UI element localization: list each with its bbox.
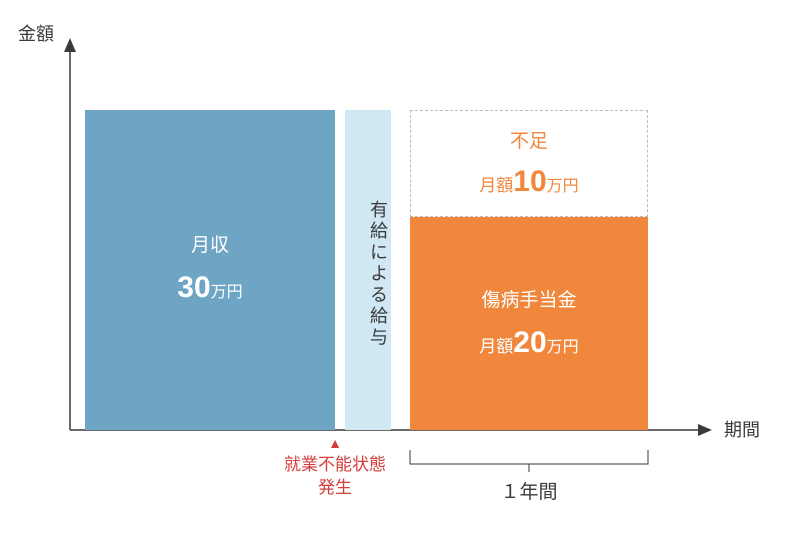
allowance-unit: 万円: [547, 339, 579, 356]
label-paid-leave: 有給による給与: [345, 200, 391, 349]
duration-text: １年間: [500, 482, 557, 503]
allowance-prefix: 月額: [479, 337, 513, 356]
duration-label-one-year: １年間: [410, 477, 648, 504]
paid-leave-text: 有給による給与: [345, 200, 391, 349]
label-monthly-income: 月収 30万円: [85, 232, 335, 309]
allowance-value: 20: [513, 326, 546, 359]
event-line1: 就業不能状態: [284, 455, 386, 474]
income-unit: 万円: [211, 284, 243, 301]
x-axis-label: 期間: [724, 420, 760, 440]
shortfall-unit: 万円: [547, 178, 579, 195]
event-marker-triangle-icon: ▲: [265, 436, 405, 450]
shortfall-title: 不足: [410, 128, 648, 156]
event-line2: 発生: [318, 478, 352, 497]
shortfall-value: 10: [513, 165, 546, 198]
label-shortfall: 不足 月額10万円: [410, 128, 648, 203]
label-sickness-allowance: 傷病手当金 月額20万円: [410, 287, 648, 364]
allowance-title: 傷病手当金: [410, 287, 648, 315]
duration-bracket: [410, 450, 648, 472]
shortfall-prefix: 月額: [479, 176, 513, 195]
income-title: 月収: [85, 232, 335, 260]
event-marker-disability-onset: ▲ 就業不能状態 発生: [265, 436, 405, 500]
income-value: 30: [177, 271, 210, 304]
x-axis-arrow: [698, 424, 712, 436]
y-axis-label: 金額: [18, 24, 54, 44]
y-axis-arrow: [64, 38, 76, 52]
